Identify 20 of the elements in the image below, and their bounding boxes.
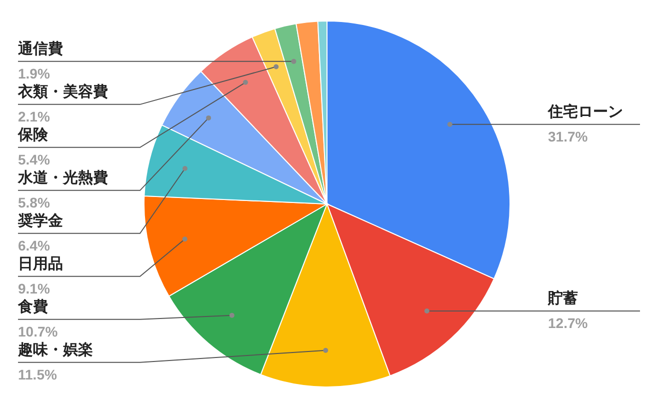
slice-label: 貯蓄 bbox=[547, 290, 578, 308]
data-label: 10.7% bbox=[18, 323, 58, 340]
data-label: 1.9% bbox=[18, 65, 50, 82]
data-label: 12.7% bbox=[548, 315, 588, 332]
slice-label: 保険 bbox=[17, 126, 49, 144]
slice-label: 日用品 bbox=[18, 255, 63, 272]
slice-label: 食費 bbox=[17, 298, 48, 316]
data-label: 2.1% bbox=[18, 108, 50, 124]
slice-label: 住宅ローン bbox=[547, 102, 623, 120]
slice-label: 趣味・娯楽 bbox=[17, 341, 93, 358]
slice-label: 奨学金 bbox=[17, 212, 63, 230]
slice-label: 水道・光熱費 bbox=[17, 169, 108, 186]
data-label: 6.4% bbox=[18, 237, 50, 254]
data-label: 5.8% bbox=[18, 194, 50, 210]
data-label: 9.1% bbox=[18, 280, 50, 296]
slice-label: 通信費 bbox=[17, 40, 63, 58]
data-label: 11.5% bbox=[18, 366, 58, 382]
slice-label: 衣類・美容費 bbox=[17, 82, 108, 100]
data-label: 31.7% bbox=[548, 128, 588, 144]
data-label: 5.4% bbox=[18, 151, 50, 168]
